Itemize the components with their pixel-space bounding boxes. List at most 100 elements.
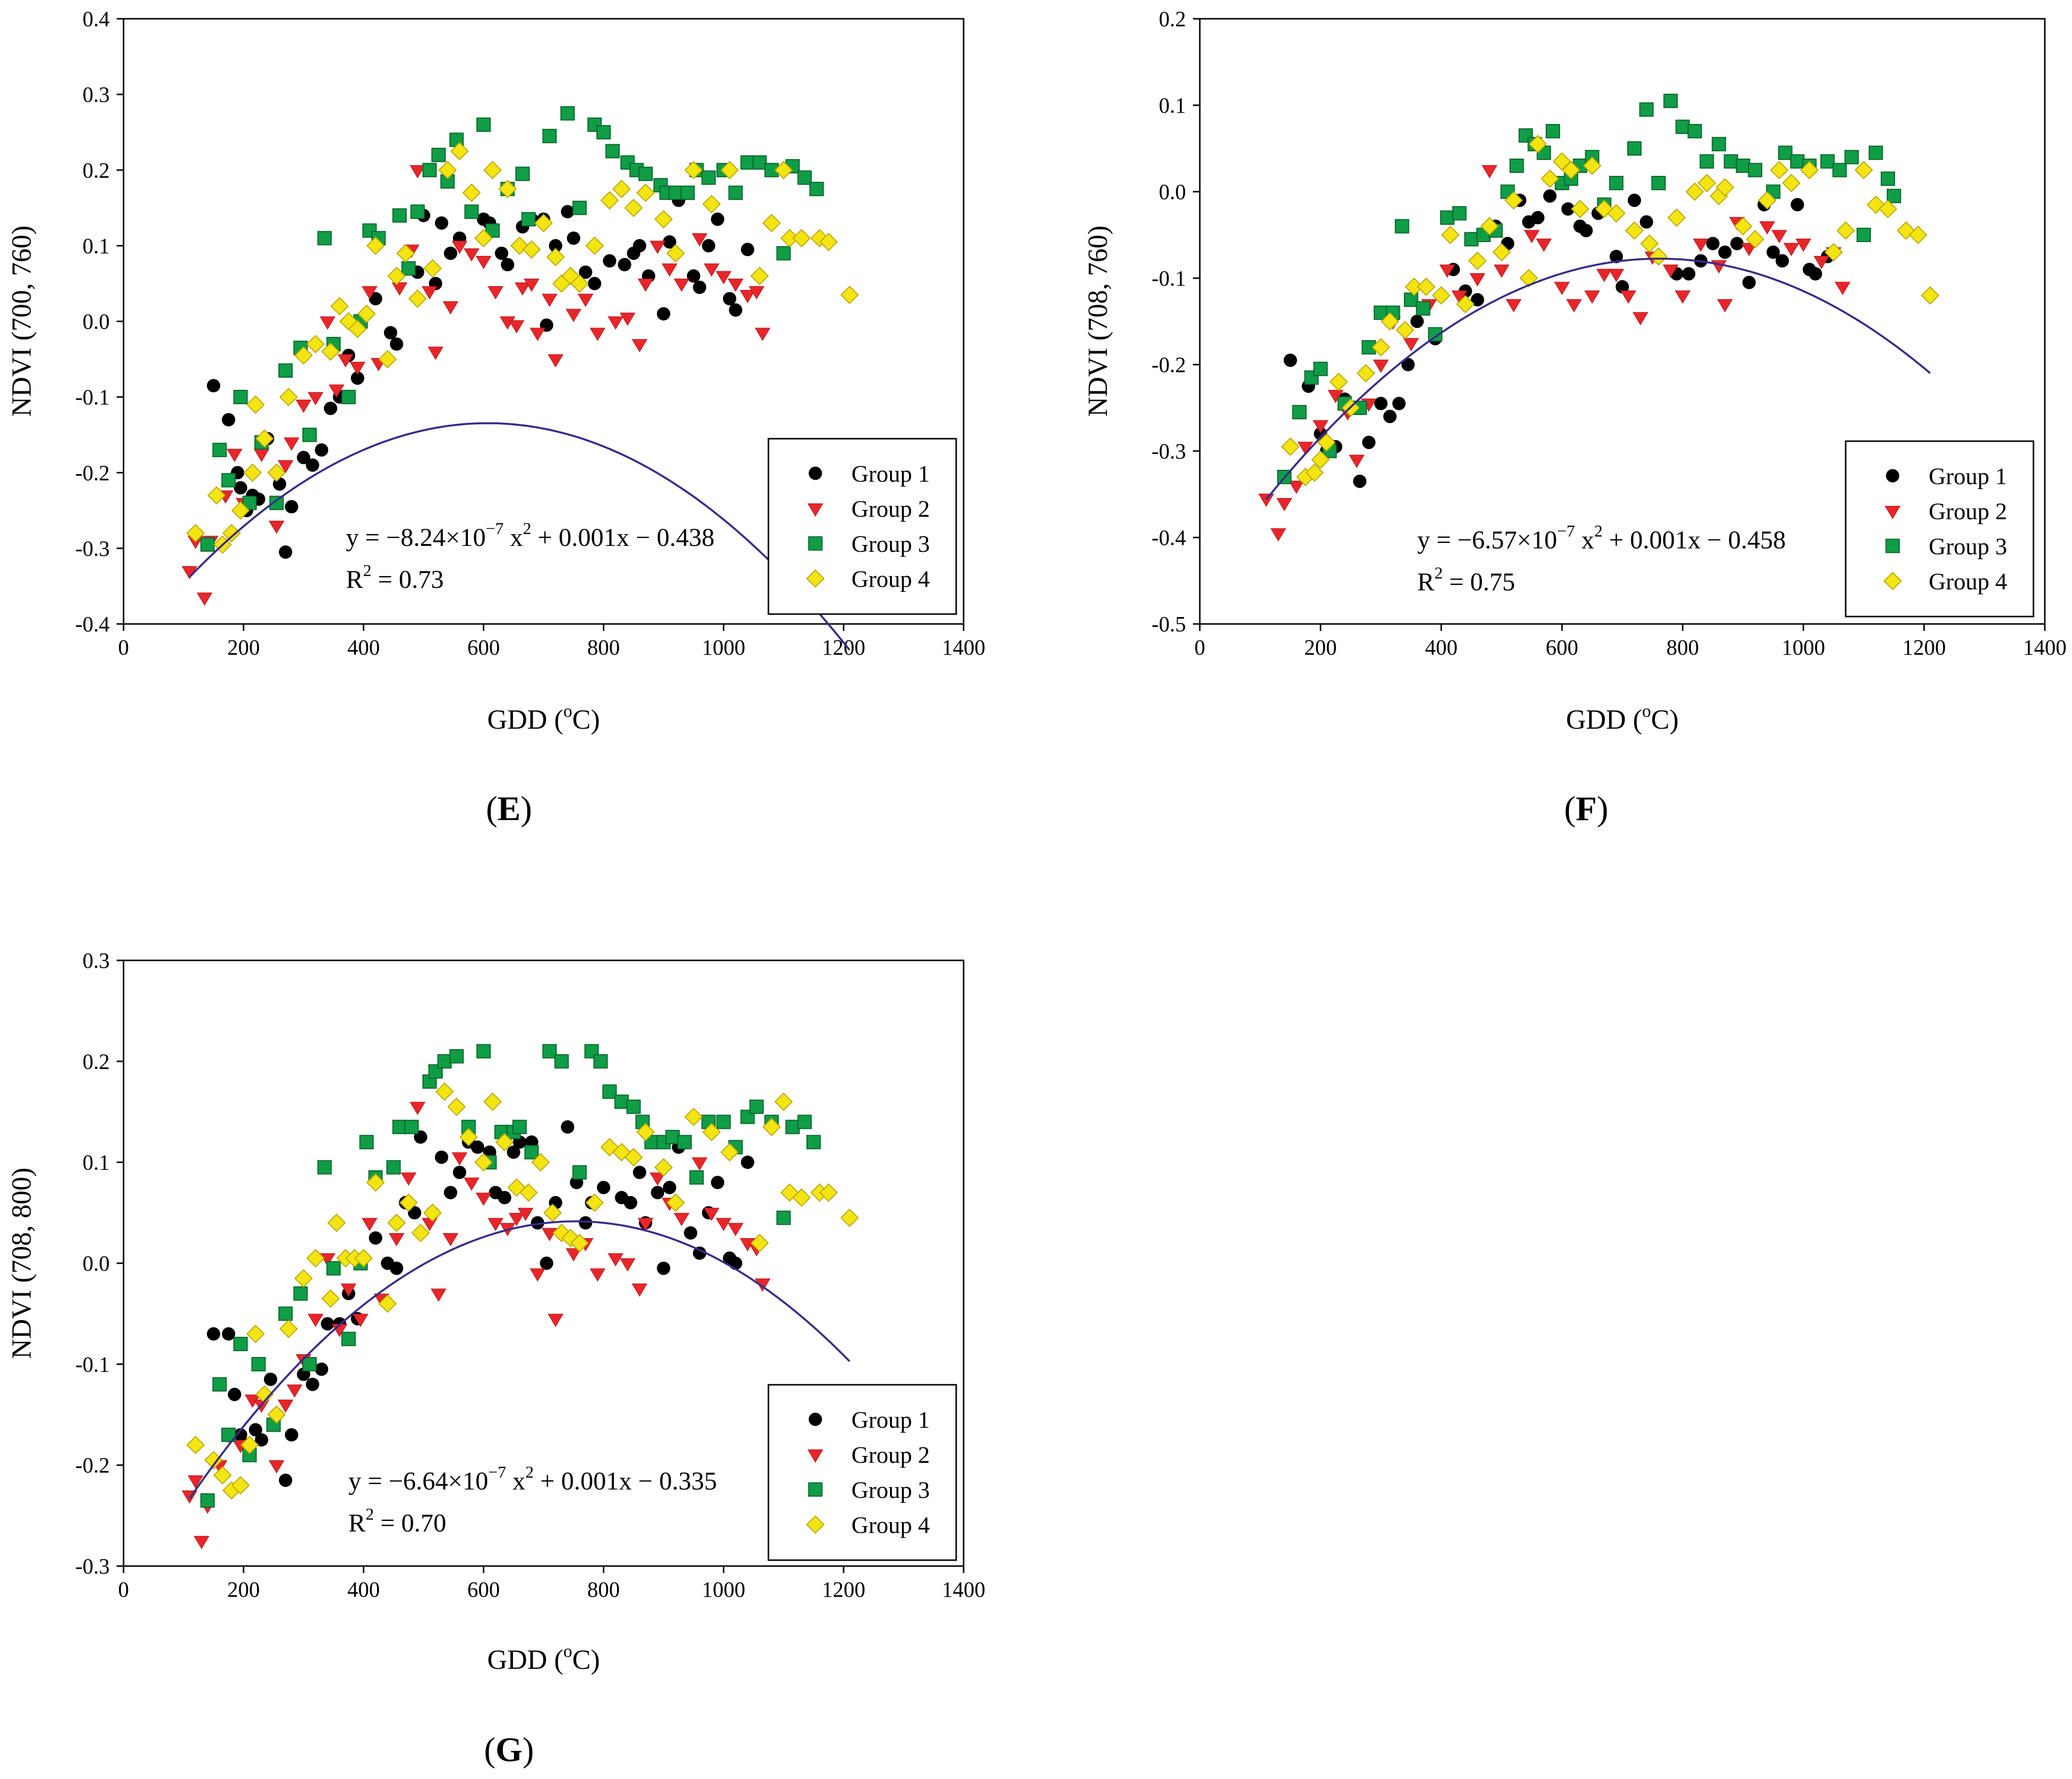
data-point [1392, 397, 1406, 411]
fit-equation: y = −6.57×10−7 x2 + 0.001x − 0.458 [1417, 522, 1786, 554]
data-point [1697, 173, 1716, 193]
data-point [329, 384, 344, 398]
data-point [470, 1140, 484, 1154]
data-point [666, 244, 685, 263]
data-point [1520, 269, 1538, 288]
legend-marker [1885, 538, 1900, 553]
data-point [565, 309, 582, 322]
data-point [711, 212, 724, 226]
data-point [1353, 474, 1367, 488]
data-point [1921, 286, 1940, 305]
data-point [1493, 264, 1510, 278]
data-point [1383, 410, 1397, 423]
data-point [487, 1218, 504, 1231]
data-point [508, 320, 525, 333]
data-point [357, 304, 376, 323]
data-point [605, 144, 620, 159]
data-point [626, 1099, 641, 1114]
data-point [1566, 299, 1582, 313]
data-point [529, 328, 546, 341]
data-point [284, 437, 299, 451]
data-point [1887, 189, 1902, 204]
legend-label: Group 2 [851, 496, 930, 522]
data-point [1292, 405, 1307, 419]
data-point [294, 1269, 313, 1288]
data-point [654, 210, 673, 229]
data-point [1270, 528, 1286, 541]
legend-marker [808, 1482, 823, 1497]
y-tick-label: 0.1 [83, 1151, 110, 1175]
x-axis-title-degree: o [563, 701, 572, 721]
y-tick-label: -0.1 [75, 385, 110, 410]
data-point [680, 185, 695, 200]
data-point [620, 312, 635, 326]
data-point [1742, 276, 1756, 290]
r-squared-symbol: R [1417, 568, 1435, 596]
data-point [387, 1213, 406, 1232]
data-point [294, 346, 313, 365]
data-point [459, 1127, 478, 1147]
data-point [410, 1102, 425, 1116]
data-point [447, 1097, 466, 1116]
data-point [1735, 159, 1750, 173]
data-point [1456, 294, 1475, 314]
data-point [324, 402, 338, 415]
data-point [431, 148, 446, 163]
data-point [296, 451, 310, 464]
data-point [348, 320, 367, 338]
series-group-1 [1283, 189, 1834, 488]
fit-equation-x-power: 2 [1594, 522, 1603, 540]
data-point [1276, 498, 1292, 511]
legend-marker [807, 1449, 823, 1463]
data-point [1509, 159, 1524, 173]
data-point [278, 1306, 293, 1321]
data-point [1640, 215, 1653, 229]
r-squared-symbol: R [346, 566, 363, 594]
data-point [1651, 176, 1666, 190]
data-point [392, 1119, 407, 1134]
data-point [819, 233, 838, 251]
data-point [369, 292, 382, 306]
r-squared-symbol: R [348, 1509, 366, 1537]
data-point [1820, 154, 1835, 169]
data-point [1506, 299, 1522, 313]
data-point [1734, 217, 1752, 236]
data-point [1675, 120, 1690, 134]
data-point [307, 1314, 324, 1327]
data-point [1814, 256, 1829, 269]
legend-label: Group 4 [1929, 569, 2007, 595]
data-point [607, 316, 624, 330]
legend-marker [807, 503, 823, 517]
data-point [361, 1218, 378, 1231]
data-point [1440, 210, 1455, 225]
data-point [728, 185, 743, 200]
data-point [391, 282, 408, 296]
data-point [578, 293, 593, 307]
data-point [1441, 225, 1460, 245]
data-point [1663, 93, 1678, 108]
data-point [701, 170, 716, 185]
data-point [668, 185, 683, 200]
y-tick-label: -0.3 [75, 537, 110, 561]
data-point [1741, 243, 1757, 256]
fit-equation-coef: y = −6.57×10 [1417, 526, 1557, 554]
data-point [1546, 124, 1561, 138]
series-group-4 [186, 1082, 859, 1500]
data-point [231, 1476, 250, 1495]
data-point [1471, 293, 1484, 307]
data-point [207, 379, 220, 393]
data-point [1706, 237, 1720, 250]
x-tick-label: 400 [1425, 635, 1458, 660]
x-tick-label: 800 [587, 1577, 620, 1602]
data-point [651, 1186, 665, 1200]
data-point [498, 1191, 511, 1204]
data-point [410, 165, 425, 178]
data-point [1504, 191, 1523, 210]
data-point [285, 500, 298, 514]
data-point [711, 1176, 724, 1190]
x-tick-label: 600 [467, 1577, 500, 1602]
data-point [327, 1213, 346, 1232]
x-tick-label: 1000 [702, 1577, 745, 1602]
data-point [524, 1145, 539, 1159]
data-point [637, 1218, 654, 1231]
